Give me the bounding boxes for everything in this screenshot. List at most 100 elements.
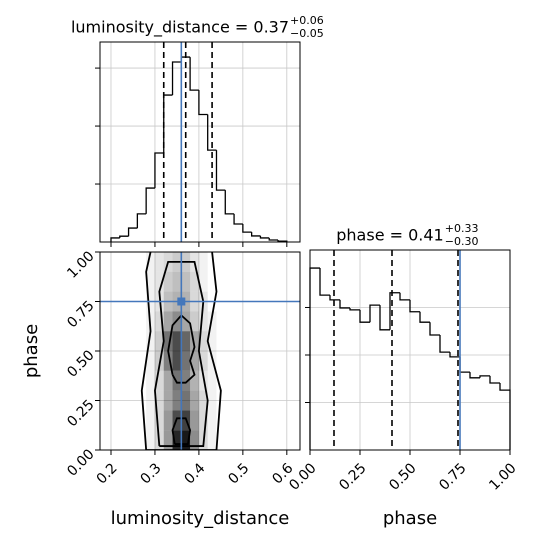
density-cell [154, 370, 164, 391]
density-cell [154, 252, 164, 272]
hist-step [119, 235, 129, 238]
density-cell [146, 252, 155, 272]
y-tick-label: 0.50 [64, 347, 97, 380]
truth-marker [177, 297, 186, 306]
density-cell [137, 272, 146, 292]
x-tick-label: 0.25 [336, 460, 369, 493]
x-tick-label: 0.3 [138, 460, 165, 487]
hist-step [429, 322, 440, 336]
density-cell [190, 410, 199, 431]
panel-title: phase = 0.41 [336, 226, 443, 245]
hist-step [207, 114, 217, 151]
density-cell [216, 311, 225, 331]
hist-step [409, 299, 420, 313]
x-tick-label: 1.00 [486, 460, 519, 493]
contour [154, 261, 209, 447]
density-cell [146, 331, 155, 351]
density-cell [198, 311, 208, 332]
hist-step [259, 235, 270, 239]
density-cell [190, 311, 199, 332]
density-cell [137, 252, 146, 272]
density-cell [181, 271, 191, 292]
x-tick-label: 0.4 [182, 460, 209, 487]
density-cell [163, 370, 173, 391]
panel-frame [99, 251, 301, 451]
density-cell [154, 410, 164, 431]
hist-step [198, 90, 208, 116]
hist-step [399, 292, 410, 301]
y-tick-label: 0.75 [64, 298, 97, 331]
density-cell [181, 430, 191, 450]
hist-step [242, 224, 252, 233]
panel: 0.2 0.3 0.4 0.5 0.60.000.250.500.751.00lumin… [21, 248, 301, 529]
density-cell [181, 390, 191, 411]
hist-step [449, 352, 460, 358]
density-cell [146, 370, 155, 391]
density-cell [198, 252, 208, 272]
density-cell [172, 351, 182, 371]
hist-step [136, 213, 147, 229]
density-cell [190, 331, 199, 351]
hist-step [499, 383, 511, 450]
density-cell [146, 430, 155, 450]
hist-step [319, 268, 330, 296]
density-cell [181, 370, 191, 391]
density-cell [163, 331, 173, 351]
title-lower: −0.05 [290, 27, 324, 40]
contour [140, 252, 222, 450]
panel-frame [309, 249, 511, 451]
density-cell [198, 410, 208, 431]
density-cell [207, 370, 217, 391]
hist-step [489, 375, 500, 384]
x-axis-label: luminosity_distance [111, 508, 290, 529]
density-cell [216, 351, 225, 371]
density-cell [207, 410, 217, 431]
y-axis-label: phase [21, 324, 42, 378]
contour [171, 417, 192, 445]
density-cell [146, 410, 155, 431]
density-cell [190, 390, 199, 411]
hist-step [479, 375, 490, 378]
x-tick-label: 0.2 [94, 460, 121, 487]
density-cell [198, 331, 208, 351]
density-cell [146, 271, 155, 292]
density-cell [181, 351, 191, 371]
density-cell [190, 430, 199, 450]
hist-step [329, 295, 340, 301]
contour [167, 314, 196, 384]
hist-step [189, 57, 199, 91]
panel: 0.00 0.25 0.50 0.75 1.00 phase = 0.41 +0.33−0.… [286, 222, 519, 529]
density-cell [216, 272, 225, 292]
x-tick-label: 0.00 [286, 460, 319, 493]
hist-step [469, 372, 480, 379]
title-lower: −0.30 [445, 235, 479, 248]
hist-step [419, 311, 430, 323]
hist-step [309, 267, 320, 450]
hist-step [154, 152, 164, 189]
density-cell [216, 331, 225, 351]
density-cell [154, 311, 164, 332]
density-cell [207, 390, 217, 411]
hist-step [215, 150, 226, 191]
hist-step [224, 190, 235, 215]
density-cell [216, 252, 225, 272]
density-cell [154, 271, 164, 292]
title-upper: +0.33 [445, 222, 479, 235]
density-cell [163, 390, 173, 411]
hist-step [389, 292, 400, 330]
density-cell [163, 311, 173, 332]
x-tick-label: 0.75 [436, 460, 469, 493]
density-cell [154, 390, 164, 411]
density-cell [163, 430, 173, 450]
density-cell [172, 390, 182, 411]
density-cell [190, 370, 199, 391]
density-cell [190, 351, 199, 371]
hist-step [349, 307, 360, 311]
hist-step [145, 187, 155, 214]
hist-step [127, 227, 138, 237]
y-tick-label: 0.00 [64, 446, 97, 479]
density-cell [163, 351, 173, 371]
density-cell [137, 311, 146, 331]
density-cell [198, 271, 208, 292]
